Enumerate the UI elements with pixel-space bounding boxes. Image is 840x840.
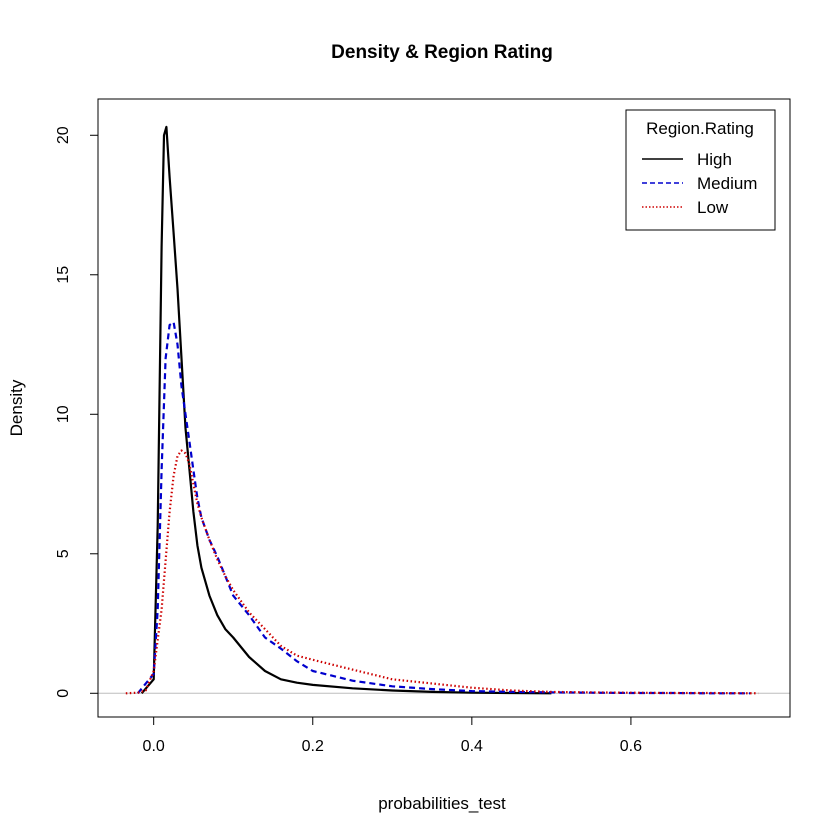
x-tick-label: 0.2 bbox=[302, 738, 324, 755]
legend: Region.Rating High Medium Low bbox=[625, 109, 776, 231]
legend-title: Region.Rating bbox=[646, 119, 754, 138]
legend-box bbox=[625, 109, 776, 231]
y-axis: 0 5 10 15 20 bbox=[55, 126, 99, 698]
y-axis-label: Density bbox=[7, 379, 26, 436]
x-tick-label: 0.0 bbox=[143, 738, 165, 755]
legend-label-medium: Medium bbox=[697, 174, 757, 193]
chart-title: Density & Region Rating bbox=[331, 42, 553, 63]
y-tick-label: 0 bbox=[55, 689, 72, 698]
x-axis: 0.0 0.2 0.4 0.6 bbox=[143, 716, 642, 755]
legend-label-low: Low bbox=[697, 198, 729, 217]
series-line-high bbox=[140, 125, 552, 695]
y-tick-label: 5 bbox=[55, 549, 72, 558]
legend-label-high: High bbox=[697, 150, 732, 169]
x-axis-label: probabilities_test bbox=[378, 794, 506, 813]
x-tick-label: 0.4 bbox=[461, 738, 483, 755]
series-line-low bbox=[125, 449, 759, 695]
y-tick-label: 20 bbox=[55, 126, 72, 144]
x-tick-label: 0.6 bbox=[620, 738, 642, 755]
y-tick-label: 10 bbox=[55, 405, 72, 423]
series-line-medium bbox=[136, 321, 751, 695]
y-tick-label: 15 bbox=[55, 266, 72, 284]
